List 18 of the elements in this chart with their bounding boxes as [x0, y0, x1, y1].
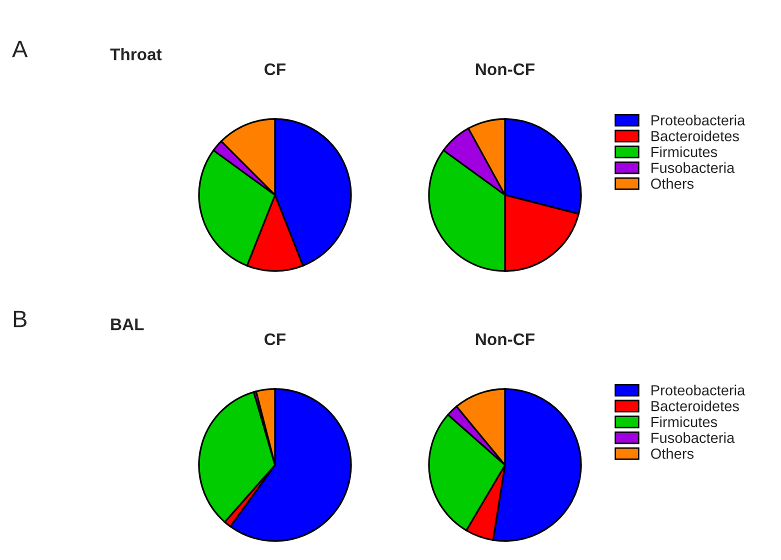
legend-label: Others	[651, 178, 694, 189]
slice-label: CF	[264, 63, 286, 76]
legend-label: Fusobacteria	[652, 162, 735, 174]
text: A	[12, 40, 28, 58]
legend-label: Proteobacteria	[652, 384, 746, 396]
legend-label: Firmicutes	[652, 146, 718, 158]
chart-title: Throat	[110, 48, 162, 60]
legend-label: Fusobacteria	[652, 432, 735, 444]
legend-label: Firmicutes	[652, 416, 718, 428]
legend-label: Others	[651, 448, 694, 459]
text: B	[14, 310, 26, 328]
legend-label: Proteobacteria	[652, 114, 746, 126]
legend-label: Bacteroidetes	[652, 400, 739, 412]
slice-label: CF	[264, 333, 286, 346]
slice-label: Non-CF	[476, 333, 534, 346]
legend-label: Bacteroidetes	[652, 130, 739, 142]
chart-title: BAL	[111, 318, 144, 330]
slice-label: Non-CF	[476, 63, 534, 76]
